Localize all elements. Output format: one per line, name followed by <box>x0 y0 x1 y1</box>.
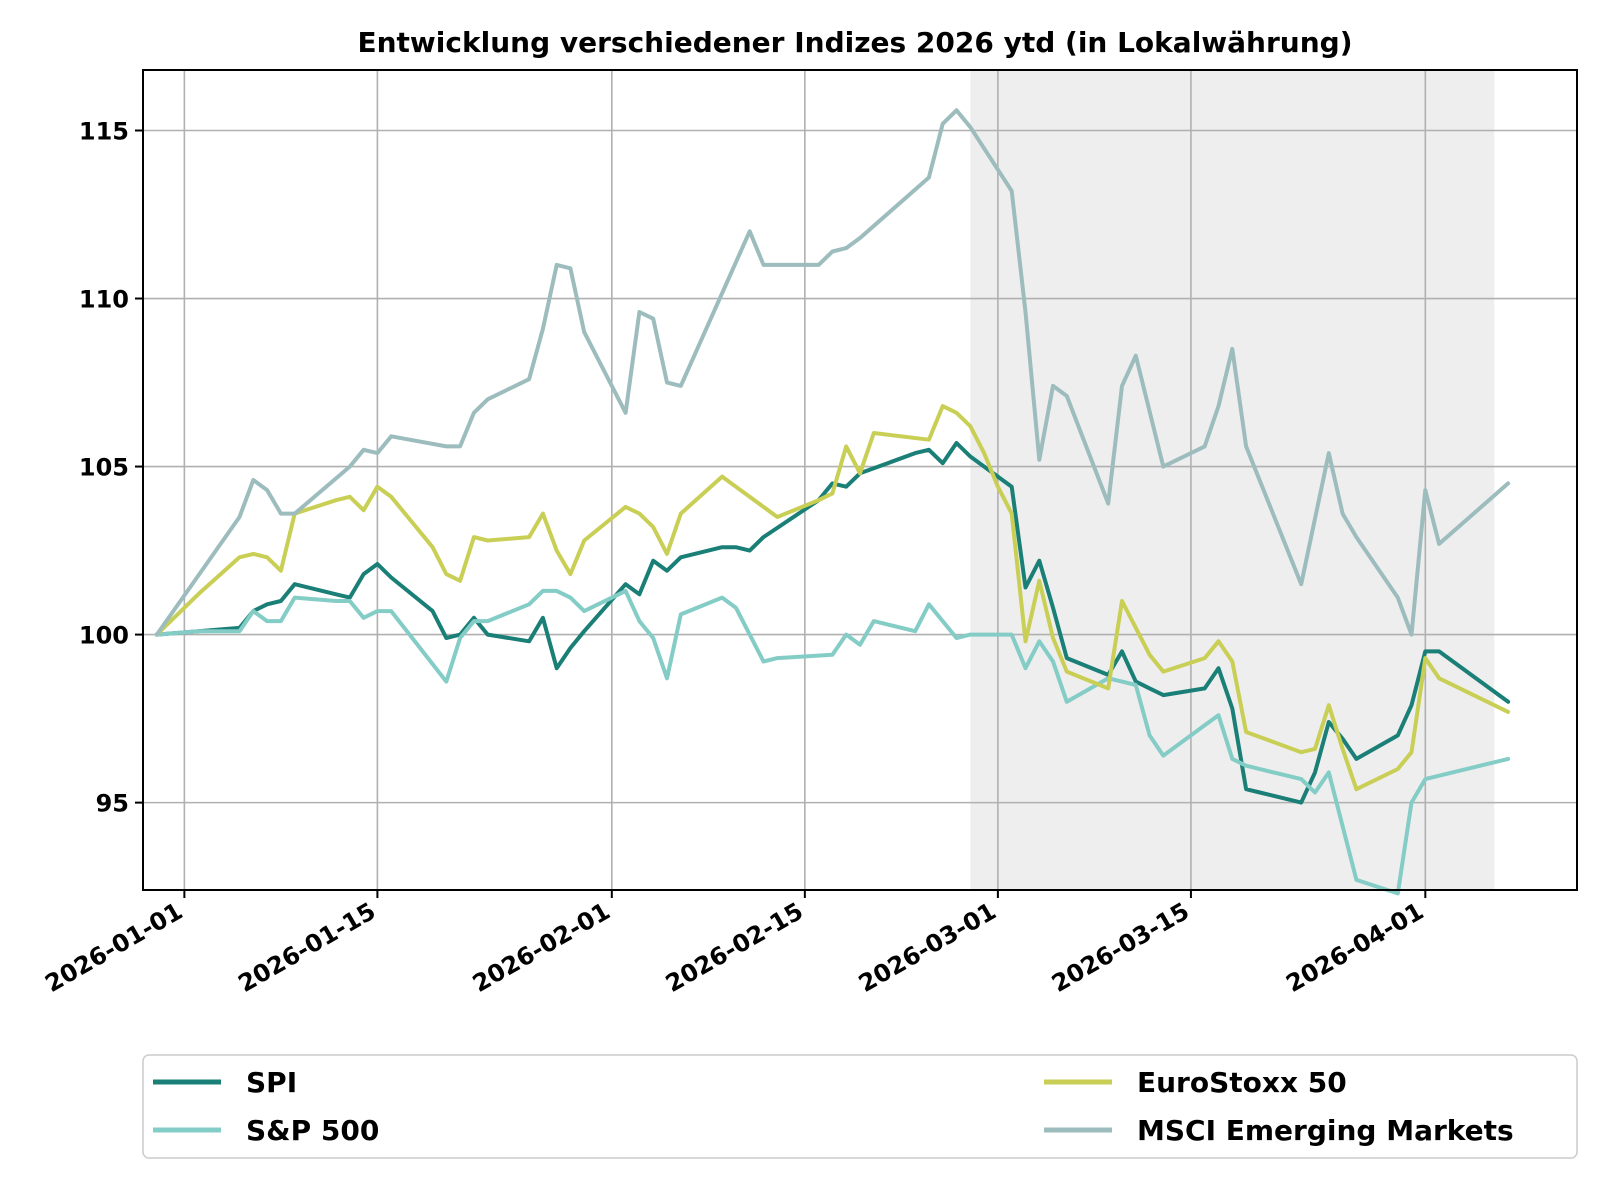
x-tick-label: 2026-02-01 <box>468 897 615 998</box>
x-tick-label: 2026-01-01 <box>40 897 187 998</box>
shaded-region <box>970 70 1495 890</box>
series-line-3 <box>154 404 1511 792</box>
plot-area <box>143 70 1577 896</box>
y-tick-label: 95 <box>96 790 129 818</box>
legend-label-1: SPI <box>246 1066 297 1099</box>
series-line-2 <box>154 588 1511 896</box>
y-tick-label: 110 <box>79 286 129 314</box>
legend-label-2: S&P 500 <box>246 1114 379 1147</box>
x-tick-label: 2026-01-15 <box>233 897 380 998</box>
legend-label-3: EuroStoxx 50 <box>1137 1066 1347 1099</box>
legend: SPI S&P 500 EuroStoxx 50 MSCI Emerging Mark… <box>142 1054 1578 1159</box>
x-tick-label: 2026-03-01 <box>854 897 1001 998</box>
x-tick-label: 2026-03-15 <box>1047 897 1194 998</box>
y-axis: 95 100 105 110 115 <box>79 117 143 818</box>
series-line-4 <box>154 108 1511 637</box>
x-axis: 2026-01-01 2026-01-15 2026-02-01 2026-02-15… <box>40 890 1428 998</box>
legend-box <box>142 1054 1578 1159</box>
legend-label-4: MSCI Emerging Markets <box>1137 1114 1514 1147</box>
y-tick-label: 105 <box>79 454 129 482</box>
y-tick-label: 100 <box>79 622 129 650</box>
series-line-1 <box>154 441 1511 805</box>
x-tick-label: 2026-02-15 <box>661 897 808 998</box>
y-tick-label: 115 <box>79 117 129 145</box>
chart-title: Entwicklung verschiedener Indizes 2026 y… <box>357 26 1352 59</box>
plot-frame <box>142 69 1578 891</box>
x-tick-label: 2026-04-01 <box>1281 897 1428 998</box>
